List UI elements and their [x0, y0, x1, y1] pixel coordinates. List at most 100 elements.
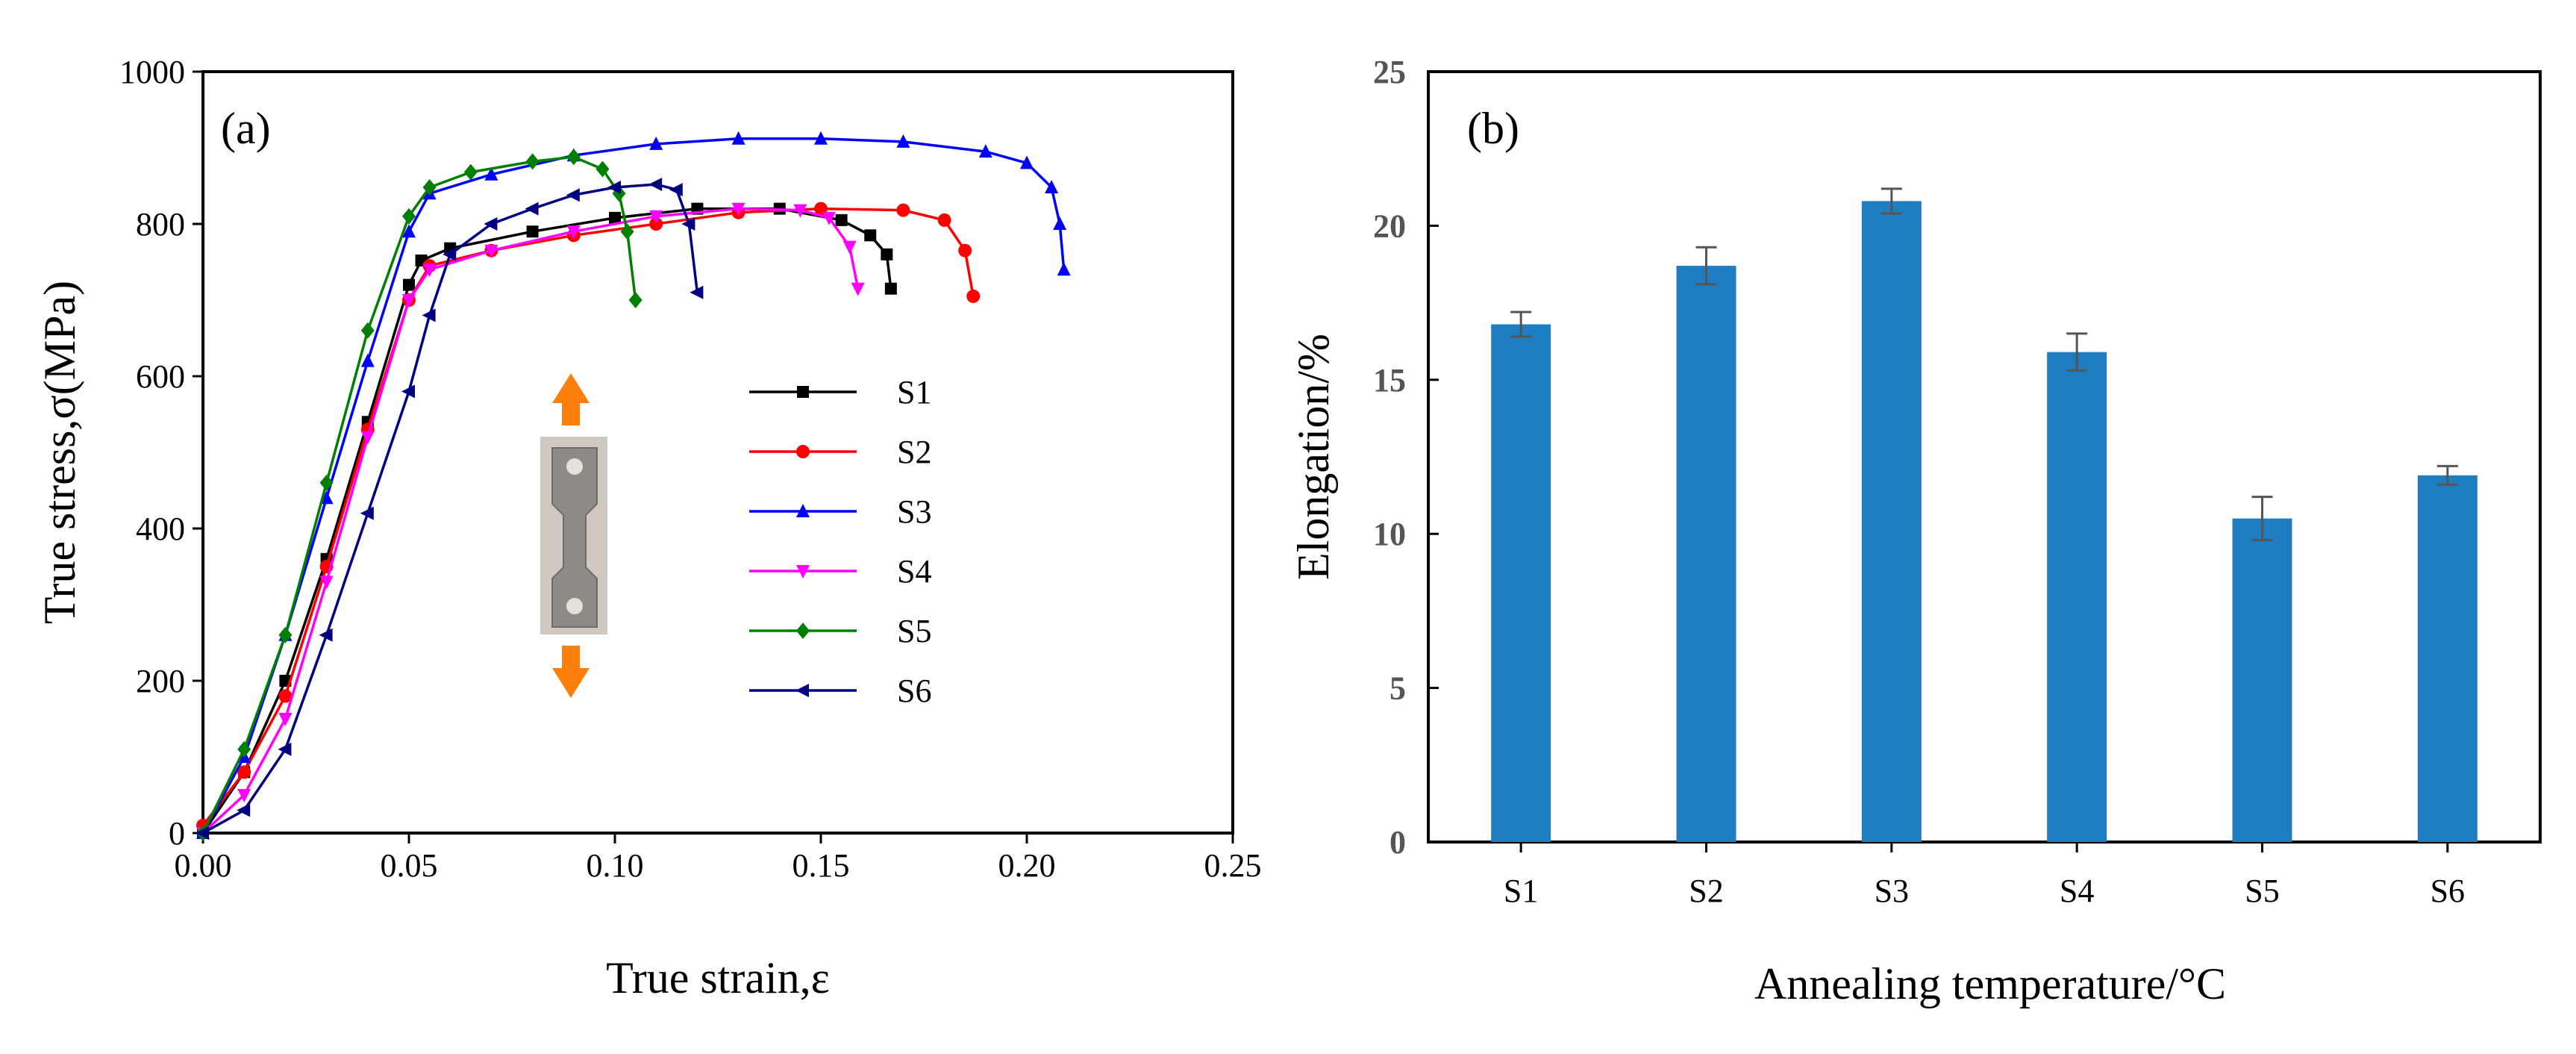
- bar-s3: [1861, 187, 1922, 843]
- legend-label: S1: [897, 374, 931, 411]
- data-point-s6: [607, 181, 621, 195]
- y-tick-label-a: 600: [136, 358, 185, 395]
- data-point-s3: [484, 166, 498, 181]
- data-point-s2: [896, 203, 910, 217]
- bar-s5: [2232, 496, 2292, 842]
- data-point-s5: [463, 163, 478, 181]
- data-point-s4: [851, 282, 865, 296]
- data-point-s4: [278, 713, 293, 726]
- elongation-bar-chart: 0 5 10 15 20 25 S1 S2 S3 S4 S5 S6 (b) Annealing tem…: [1289, 54, 2542, 1008]
- bar-s1-rect: [1491, 324, 1551, 843]
- plot-frame-b: [1427, 70, 2542, 843]
- series-line-s4: [201, 207, 860, 835]
- data-point-s3: [731, 131, 745, 145]
- data-point-s3: [1057, 262, 1071, 276]
- x-axis-label-a: True strain,ε: [606, 953, 830, 1002]
- data-point-s4: [422, 264, 437, 278]
- series-line-s2: [201, 207, 975, 826]
- data-point-s4: [649, 210, 663, 224]
- series-line-s6: [202, 183, 699, 835]
- data-point-s6: [401, 384, 415, 399]
- data-point-s3: [978, 144, 992, 158]
- legend-item-s6: S6: [749, 673, 931, 709]
- y-tick-label-b: 5: [1389, 670, 1406, 707]
- y-tick-label-b: 15: [1373, 362, 1406, 399]
- data-point-s4: [842, 240, 857, 255]
- data-point-s1: [403, 278, 415, 291]
- series-s4: [196, 202, 865, 841]
- series-line-s1: [201, 207, 892, 834]
- data-point-s4: [237, 789, 251, 802]
- down-arrow-icon: [552, 646, 590, 698]
- data-point-s6: [422, 308, 436, 322]
- legend-label: S3: [897, 493, 931, 530]
- bar-s1: [1491, 311, 1551, 843]
- data-point-s5: [595, 160, 610, 178]
- specimen-inset: [540, 373, 607, 698]
- data-point-s4: [793, 204, 807, 218]
- data-point-s3: [1045, 180, 1059, 194]
- data-point-s5: [278, 626, 293, 643]
- data-point-s6: [669, 183, 683, 197]
- data-point-s6: [690, 285, 704, 299]
- data-point-s5: [612, 185, 626, 202]
- x-tick-label-a: 0.00: [175, 847, 232, 884]
- specimen-hole-bottom: [566, 598, 583, 614]
- legend-marker: [796, 565, 810, 579]
- x-tick-label-a: 0.20: [998, 847, 1056, 884]
- up-arrow-icon: [552, 373, 590, 425]
- data-point-s4: [319, 576, 334, 590]
- data-point-s1: [526, 225, 539, 238]
- legend-marker: [797, 386, 809, 398]
- data-point-s3: [1053, 216, 1067, 230]
- series-group-a: [196, 131, 1071, 841]
- x-tick-label-a: 0.25: [1204, 847, 1262, 884]
- data-point-s5: [628, 292, 643, 308]
- x-tick-label-b: S3: [1875, 873, 1909, 909]
- stress-strain-chart: 0.00 0.05 0.10 0.15 0.20 0.25 0 200 400 600 800 100…: [35, 54, 1262, 1002]
- data-point-s3: [360, 353, 375, 367]
- data-point-s6: [278, 742, 292, 756]
- data-point-s5: [360, 322, 375, 339]
- bar-s2-rect: [1676, 266, 1736, 843]
- legend-label: S4: [897, 553, 931, 590]
- data-point-s6: [443, 247, 457, 261]
- data-point-s2: [958, 243, 972, 258]
- specimen-icon: [551, 447, 598, 628]
- legend-a: S1 S2 S3 S4 S5 S6: [749, 374, 931, 709]
- legend-marker: [796, 504, 810, 517]
- legend-marker: [796, 623, 810, 639]
- data-point-s2: [237, 765, 251, 779]
- legend-item-s2: S2: [749, 434, 931, 470]
- x-axis-label-b: Annealing temperature/°C: [1754, 959, 2226, 1008]
- legend-item-s1: S1: [749, 374, 931, 411]
- legend-label: S6: [897, 673, 931, 709]
- bars-group-b: [1491, 187, 2477, 843]
- data-point-s4: [731, 202, 745, 216]
- data-point-s3: [896, 134, 910, 148]
- data-point-s6: [648, 177, 663, 191]
- data-point-s2: [966, 289, 981, 303]
- legend-item-s4: S4: [749, 553, 931, 590]
- data-point-s6: [681, 217, 695, 231]
- axes-b: 0 5 10 15 20 25 S1 S2 S3 S4 S5 S6: [1373, 54, 2465, 909]
- y-tick-label-a: 200: [136, 663, 185, 699]
- y-axis-label-b: Elongation/%: [1289, 334, 1338, 580]
- bar-s3-rect: [1861, 201, 1922, 843]
- x-tick-label-b: S2: [1689, 873, 1723, 909]
- data-point-s5: [525, 153, 540, 170]
- data-point-s6: [196, 826, 209, 840]
- x-tick-label-b: S1: [1504, 873, 1538, 909]
- panel-label-b: (b): [1467, 104, 1519, 153]
- data-point-s5: [319, 474, 334, 491]
- data-point-s4: [402, 294, 416, 308]
- x-tick-label-a: 0.10: [587, 847, 644, 884]
- data-point-s6: [484, 217, 498, 231]
- axes-a: 0.00 0.05 0.10 0.15 0.20 0.25 0 200 400 600 800 100…: [119, 54, 1262, 884]
- y-tick-label-a: 400: [136, 511, 185, 547]
- y-tick-label-a: 1000: [119, 54, 185, 90]
- data-point-s1: [864, 229, 877, 242]
- y-axis-label-a: True stress,σ(MPa): [35, 281, 84, 624]
- y-tick-label-a: 800: [136, 206, 185, 243]
- bar-s2: [1676, 246, 1736, 843]
